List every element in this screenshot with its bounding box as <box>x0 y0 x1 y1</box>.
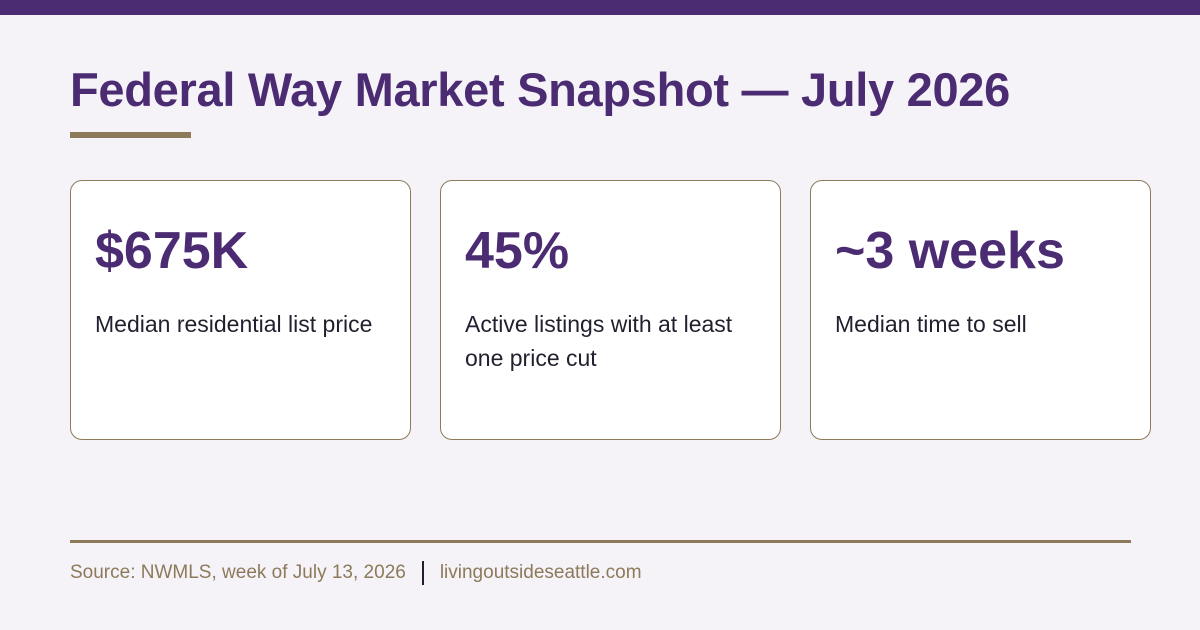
footer-divider <box>70 540 1131 543</box>
top-accent-bar <box>0 0 1200 15</box>
stat-card-median-price: $675K Median residential list price <box>70 180 411 440</box>
stat-value: $675K <box>95 222 249 280</box>
source-text: Source: NWMLS, week of July 13, 2026 <box>70 562 406 583</box>
stat-cards: $675K Median residential list price 45% … <box>70 180 1151 440</box>
footer: Source: NWMLS, week of July 13, 2026 liv… <box>70 560 642 586</box>
stat-value: 45% <box>465 222 570 280</box>
page-title: Federal Way Market Snapshot — July 2026 <box>70 63 1010 116</box>
stat-label: Median time to sell <box>835 311 1027 337</box>
stat-label: Active listings with at least one price … <box>465 311 733 371</box>
footer-separator <box>421 561 424 585</box>
title-underline <box>70 132 191 138</box>
stat-card-time-to-sell: ~3 weeks Median time to sell <box>810 180 1151 440</box>
stat-card-price-cuts: 45% Active listings with at least one pr… <box>440 180 781 440</box>
site-link[interactable]: livingoutsideseattle.com <box>439 562 642 583</box>
stat-value: ~3 weeks <box>835 222 1065 280</box>
stat-label: Median residential list price <box>95 311 373 337</box>
